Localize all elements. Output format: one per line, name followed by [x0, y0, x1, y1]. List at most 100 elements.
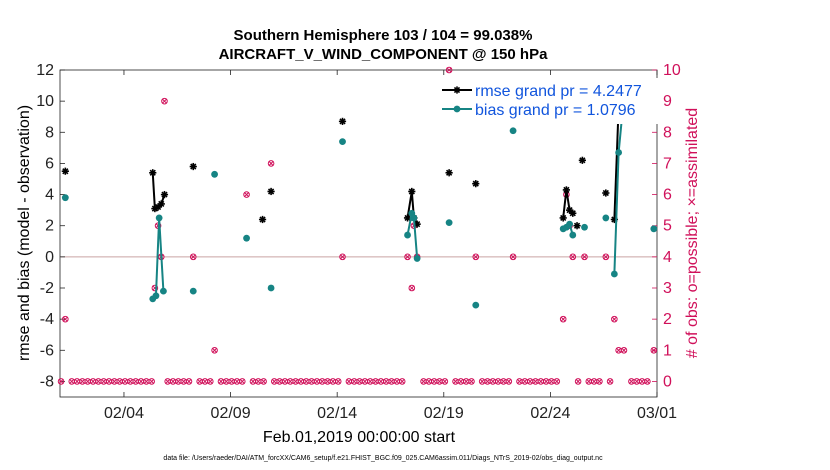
y-tick-label-left: -8	[40, 373, 54, 390]
rmse-point	[149, 169, 157, 177]
y-tick-label-left: -2	[40, 280, 54, 297]
obs-assimilated-cross	[228, 378, 235, 385]
bias-point	[610, 270, 618, 278]
obs-count-marker	[494, 378, 502, 385]
obs-assimilated-cross	[127, 378, 134, 385]
obs-possible-circle	[334, 378, 342, 385]
obs-assimilated-cross	[479, 378, 485, 385]
obs-assimilated-cross	[500, 378, 507, 385]
obs-assimilated-cross	[399, 378, 405, 385]
obs-assimilated-cross	[473, 254, 479, 260]
rmse-point-stroke	[158, 200, 165, 208]
obs-assimilated-cross	[607, 378, 613, 385]
obs-possible-circle	[62, 315, 69, 323]
obs-assimilated-cross	[234, 378, 240, 385]
x-axis: 02/04 02/09 02/14 02/19 02/24 03/01	[104, 70, 677, 422]
obs-assimilated-cross	[138, 378, 144, 385]
y-tick-label-left: 6	[45, 155, 54, 172]
obs-assimilated-cross	[282, 378, 288, 385]
obs-count-marker	[472, 253, 480, 261]
obs-assimilated-cross	[197, 378, 203, 385]
obs-possible-circle	[509, 253, 517, 261]
obs-assimilated-cross	[292, 378, 299, 385]
y-tick-label-right: 4	[663, 249, 672, 266]
rmse-point-stroke	[408, 188, 415, 195]
rmse-point-stroke	[579, 157, 586, 164]
obs-possible-circle	[553, 378, 561, 385]
bias-point	[472, 301, 480, 309]
obs-possible-circle	[161, 97, 168, 105]
rmse-point	[562, 186, 570, 194]
y-tick-label-left: 12	[36, 62, 54, 79]
data-file-footnote: data file: /Users/raeder/DAI/ATM_forcXX/…	[163, 455, 603, 462]
x-tick-label: 02/04	[104, 405, 144, 422]
obs-assimilated-cross	[170, 378, 176, 385]
obs-assimilated-cross	[596, 378, 603, 385]
obs-possible-circle	[559, 315, 567, 323]
obs-assimilated-cross	[490, 378, 496, 385]
obs-assimilated-cross	[548, 378, 555, 385]
obs-assimilated-cross	[271, 378, 277, 385]
rmse-point	[189, 162, 197, 171]
obs-possible-circle	[339, 253, 346, 261]
y-tick-label-right: 9	[663, 93, 672, 110]
obs-assimilated-cross	[276, 378, 283, 385]
obs-count-marker	[441, 378, 449, 385]
obs-count-marker	[408, 284, 416, 292]
rmse-point	[61, 167, 69, 175]
obs-assimilated-cross	[287, 378, 293, 385]
bias-point	[339, 138, 346, 146]
obs-assimilated-cross	[339, 254, 346, 260]
obs-possible-circle	[260, 378, 267, 385]
y-tick-label-right: 3	[663, 280, 672, 297]
obs-count-marker	[116, 378, 123, 385]
rmse-point-stroke	[566, 207, 573, 214]
bias-point	[267, 284, 275, 292]
rmse-point	[267, 187, 275, 196]
y-tick-label-left: 10	[36, 93, 54, 110]
obs-count-marker	[334, 378, 342, 385]
obs-possible-circle	[207, 378, 214, 385]
obs-assimilated-cross	[207, 378, 213, 385]
rmse-point-stroke	[560, 214, 567, 222]
obs-count-markers	[57, 66, 658, 385]
obs-possible-circle	[148, 378, 155, 385]
y-tick-label-right: 7	[663, 155, 672, 172]
obs-assimilated-cross	[165, 378, 171, 385]
y-axis-label-right: # of obs: o=possible; ×=assimilated	[684, 108, 701, 358]
rmse-point	[573, 222, 581, 230]
rmse-point-stroke	[404, 214, 411, 222]
legend-bias-marker	[453, 105, 461, 113]
obs-possible-circle	[596, 378, 603, 385]
obs-possible-circle	[472, 253, 480, 261]
bias-point	[404, 231, 411, 239]
y-tick-label-right: 1	[663, 342, 672, 359]
rmse-point-stroke	[259, 216, 266, 223]
bias-point	[581, 223, 588, 231]
y-tick-label-right: 2	[663, 311, 672, 328]
obs-possible-circle	[581, 253, 588, 261]
bias-point	[569, 231, 577, 239]
obs-count-marker	[161, 97, 168, 105]
y-axis-left: 12 10 8 6 4 2 0 -2 -4 -6 -8	[36, 62, 65, 390]
obs-possible-circle	[620, 346, 628, 354]
obs-assimilated-cross	[388, 378, 395, 385]
obs-assimilated-cross	[181, 378, 187, 385]
obs-possible-circle	[644, 378, 651, 385]
obs-count-marker	[537, 378, 545, 385]
rmse-point	[472, 180, 480, 188]
obs-assimilated-cross	[260, 378, 267, 385]
bias-point	[566, 220, 573, 228]
obs-assimilated-cross	[543, 378, 549, 385]
obs-count-marker	[404, 253, 411, 261]
rmse-point-stroke	[339, 118, 346, 125]
obs-assimilated-cross	[62, 316, 68, 322]
obs-assimilated-cross	[303, 378, 309, 385]
obs-possible-circle	[211, 346, 218, 354]
obs-assimilated-cross	[575, 378, 581, 385]
obs-assimilated-cross	[346, 378, 352, 385]
rmse-point-stroke	[453, 86, 461, 94]
obs-possible-circle	[650, 346, 658, 354]
obs-assimilated-cross	[560, 316, 566, 322]
rmse-point-stroke	[602, 189, 609, 197]
